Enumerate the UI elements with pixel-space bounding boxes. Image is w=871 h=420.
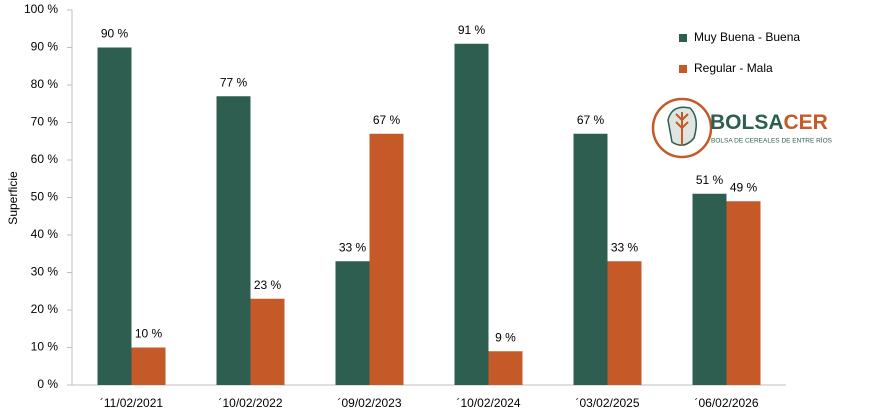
data-label: 67 %	[577, 113, 605, 127]
y-tick-label: 50 %	[31, 190, 59, 204]
data-label: 77 %	[220, 75, 248, 89]
logo: BOLSACER BOLSA DE CEREALES DE ENTRE RÍOS	[651, 97, 833, 159]
bar	[488, 351, 523, 385]
bar	[692, 193, 727, 385]
data-label: 49 %	[730, 180, 758, 194]
legend-label: Regular - Mala	[694, 61, 773, 75]
data-label: 23 %	[254, 278, 282, 292]
bar	[131, 347, 166, 385]
data-label: 33 %	[339, 240, 367, 254]
logo-name-part2: CER	[784, 111, 828, 134]
logo-wheat	[675, 112, 689, 146]
x-tick-label: ´10/02/2024	[456, 396, 520, 410]
y-tick-label: 10 %	[31, 340, 59, 354]
y-tick-label: 60 %	[31, 152, 59, 166]
data-label: 33 %	[611, 240, 639, 254]
y-tick-label: 100 %	[24, 2, 58, 16]
bar	[573, 133, 608, 385]
legend-label: Muy Buena - Buena	[694, 30, 800, 44]
y-axis-label: Superficie	[6, 171, 20, 225]
bar	[726, 201, 761, 385]
legend-swatch	[679, 34, 687, 42]
y-tick-label: 70 %	[31, 115, 59, 129]
logo-ring	[651, 97, 713, 159]
data-label: 9 %	[495, 330, 516, 344]
legend-swatch	[679, 65, 687, 73]
bar	[97, 47, 132, 385]
y-tick-label: 40 %	[31, 227, 59, 241]
bar	[369, 133, 404, 385]
y-tick-label: 90 %	[31, 40, 59, 54]
y-tick-label: 80 %	[31, 77, 59, 91]
x-tick-label: ´06/02/2026	[694, 396, 758, 410]
y-tick-label: 0 %	[37, 377, 58, 391]
x-tick-label: ´09/02/2023	[337, 396, 401, 410]
data-label: 51 %	[696, 173, 724, 187]
logo-subtitle: BOLSA DE CEREALES DE ENTRE RÍOS	[711, 136, 833, 145]
x-tick-label: ´11/02/2021	[100, 396, 163, 410]
x-tick-label: ´03/02/2025	[575, 396, 639, 410]
data-label: 10 %	[135, 327, 163, 341]
logo-name-part1: BOLSA	[710, 111, 784, 134]
y-tick-label: 20 %	[31, 302, 59, 316]
bar	[607, 261, 642, 385]
logo-name: BOLSACER	[710, 111, 828, 134]
bar	[216, 96, 251, 385]
bar	[454, 43, 489, 385]
data-label: 91 %	[458, 23, 486, 37]
bar	[250, 298, 285, 385]
bar	[335, 261, 370, 385]
y-tick-label: 30 %	[31, 265, 59, 279]
data-label: 67 %	[373, 113, 401, 127]
x-tick-label: ´10/02/2022	[218, 396, 282, 410]
data-label: 90 %	[101, 27, 129, 41]
